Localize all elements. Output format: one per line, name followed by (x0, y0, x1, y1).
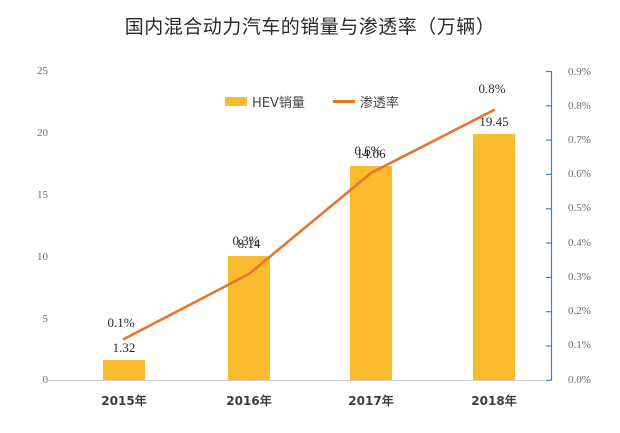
right-axis-tick-02: 0.2% (568, 305, 591, 317)
penetration-rate-line[interactable] (122, 108, 496, 341)
right-axis-tick-00: 0.0% (568, 374, 591, 386)
legend-label-hev-sales: HEV销量 (252, 96, 305, 111)
left-axis-tick-0: 0 (42, 374, 49, 386)
legend-item-hev-sales[interactable]: HEV销量 (225, 92, 305, 111)
left-axis-tick-10: 10 (37, 251, 48, 263)
x-axis-label-2016: 2016年 (226, 394, 272, 408)
x-axis-label-2015: 2015年 (101, 394, 147, 408)
legend-label-penetration-rate: 渗透率 (359, 96, 399, 111)
right-axis-tick-01: 0.1% (568, 339, 591, 351)
bar-2015[interactable] (103, 360, 145, 380)
left-axis-tick-25: 25 (37, 65, 48, 77)
bar-value-label-2016: 8.14 (237, 236, 261, 251)
left-axis-tick-20: 20 (37, 127, 48, 139)
right-axis-tick-07: 0.7% (568, 134, 591, 146)
bar-value-label-2018: 19.45 (479, 114, 509, 129)
bar-value-label-2017: 14.06 (356, 146, 386, 161)
bar-value-label-2015: 1.32 (112, 340, 136, 355)
line-value-label-2017: 0.6% (354, 143, 382, 158)
bar-2016[interactable] (228, 256, 270, 380)
right-axis-tick-04: 0.4% (568, 237, 591, 249)
legend-item-penetration-rate[interactable]: 渗透率 (332, 92, 399, 111)
line-value-label-2015: 0.1% (107, 315, 135, 330)
right-axis-tick-06: 0.6% (568, 168, 591, 180)
legend-line-swatch-icon (332, 100, 355, 103)
x-axis-label-2018: 2018年 (471, 394, 517, 408)
left-axis-tick-15: 15 (37, 189, 48, 201)
right-axis-tick-05: 0.5% (568, 202, 591, 214)
line-value-label-2016: 0.3% (232, 233, 260, 248)
x-axis-label-2017: 2017年 (348, 394, 394, 408)
right-axis-tick-08: 0.8% (568, 100, 591, 112)
right-axis-tick-09: 0.9% (568, 66, 591, 78)
left-axis-tick-5: 5 (42, 313, 49, 325)
right-axis-tickmarks (546, 70, 552, 381)
chart-legend: HEV销量 渗透率 (225, 92, 399, 111)
legend-bar-swatch-icon (225, 97, 247, 106)
bar-2017[interactable] (350, 166, 392, 380)
right-axis-tick-03: 0.3% (568, 271, 591, 283)
chart-title: 国内混合动力汽车的销量与渗透率（万辆） (124, 16, 496, 38)
line-value-label-2018: 0.8% (478, 81, 506, 96)
bar-2018[interactable] (473, 134, 515, 380)
